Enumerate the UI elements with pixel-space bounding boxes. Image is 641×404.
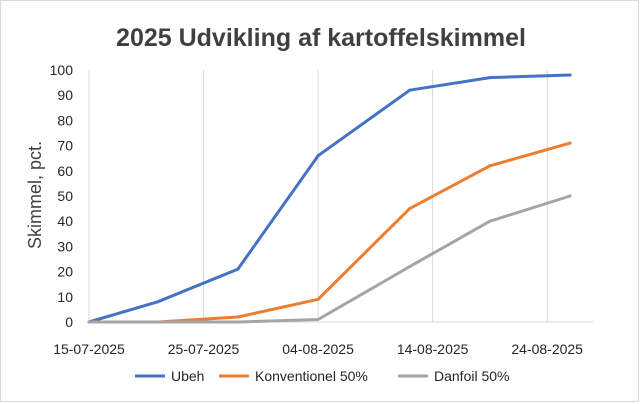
y-tick-label: 20 xyxy=(57,264,73,280)
legend-label: Konventionel 50% xyxy=(255,368,368,384)
data-point xyxy=(408,88,412,92)
data-point xyxy=(488,164,492,168)
y-tick-label: 80 xyxy=(57,112,73,128)
legend-label: Ubeh xyxy=(171,368,204,384)
data-point xyxy=(488,219,492,223)
x-tick-label: 14-08-2025 xyxy=(397,341,469,357)
data-point xyxy=(568,141,572,145)
data-point xyxy=(316,297,320,301)
x-tick-label: 25-07-2025 xyxy=(168,341,240,357)
series-1 xyxy=(87,141,572,324)
y-tick-label: 0 xyxy=(65,314,73,330)
data-point xyxy=(568,73,572,77)
y-tick-label: 10 xyxy=(57,289,73,305)
y-tick-label: 60 xyxy=(57,163,73,179)
legend-item: Ubeh xyxy=(135,368,204,384)
series-line xyxy=(87,141,572,324)
data-point xyxy=(316,317,320,321)
data-point xyxy=(236,315,240,319)
y-tick-label: 30 xyxy=(57,238,73,254)
series-lines xyxy=(87,73,572,324)
x-tick-label: 04-08-2025 xyxy=(282,341,354,357)
y-tick-label: 70 xyxy=(57,138,73,154)
data-point xyxy=(236,267,240,271)
series-line xyxy=(87,73,572,324)
data-point xyxy=(236,320,240,324)
data-point xyxy=(316,154,320,158)
x-axis-ticks: 15-07-2025 25-07-2025 04-08-2025 14-08-2025… xyxy=(53,341,583,357)
data-point xyxy=(156,300,160,304)
y-tick-label: 100 xyxy=(50,62,74,78)
data-point xyxy=(488,76,492,80)
x-tick-label: 15-07-2025 xyxy=(53,341,125,357)
series-0 xyxy=(87,73,572,324)
legend-item: Konventionel 50% xyxy=(219,368,368,384)
series-line xyxy=(87,194,572,324)
chart-title: 2025 Udvikling af kartoffelskimmel xyxy=(116,24,526,52)
y-tick-label: 50 xyxy=(57,188,73,204)
y-axis-label: Skimmel, pct. xyxy=(25,141,45,249)
data-point xyxy=(156,320,160,324)
legend-item: Danfoil 50% xyxy=(398,368,510,384)
legend: Ubeh Konventionel 50% Danfoil 50% xyxy=(135,368,510,384)
grid xyxy=(88,70,548,322)
y-tick-label: 40 xyxy=(57,213,73,229)
y-tick-label: 90 xyxy=(57,87,73,103)
data-point xyxy=(408,265,412,269)
y-axis-ticks: 0 10 20 30 40 50 60 70 80 90 100 xyxy=(50,62,74,330)
data-point xyxy=(87,320,91,324)
data-point xyxy=(408,207,412,211)
series-2 xyxy=(87,194,572,324)
legend-label: Danfoil 50% xyxy=(434,368,510,384)
data-point xyxy=(568,194,572,198)
x-tick-label: 24-08-2025 xyxy=(511,341,583,357)
